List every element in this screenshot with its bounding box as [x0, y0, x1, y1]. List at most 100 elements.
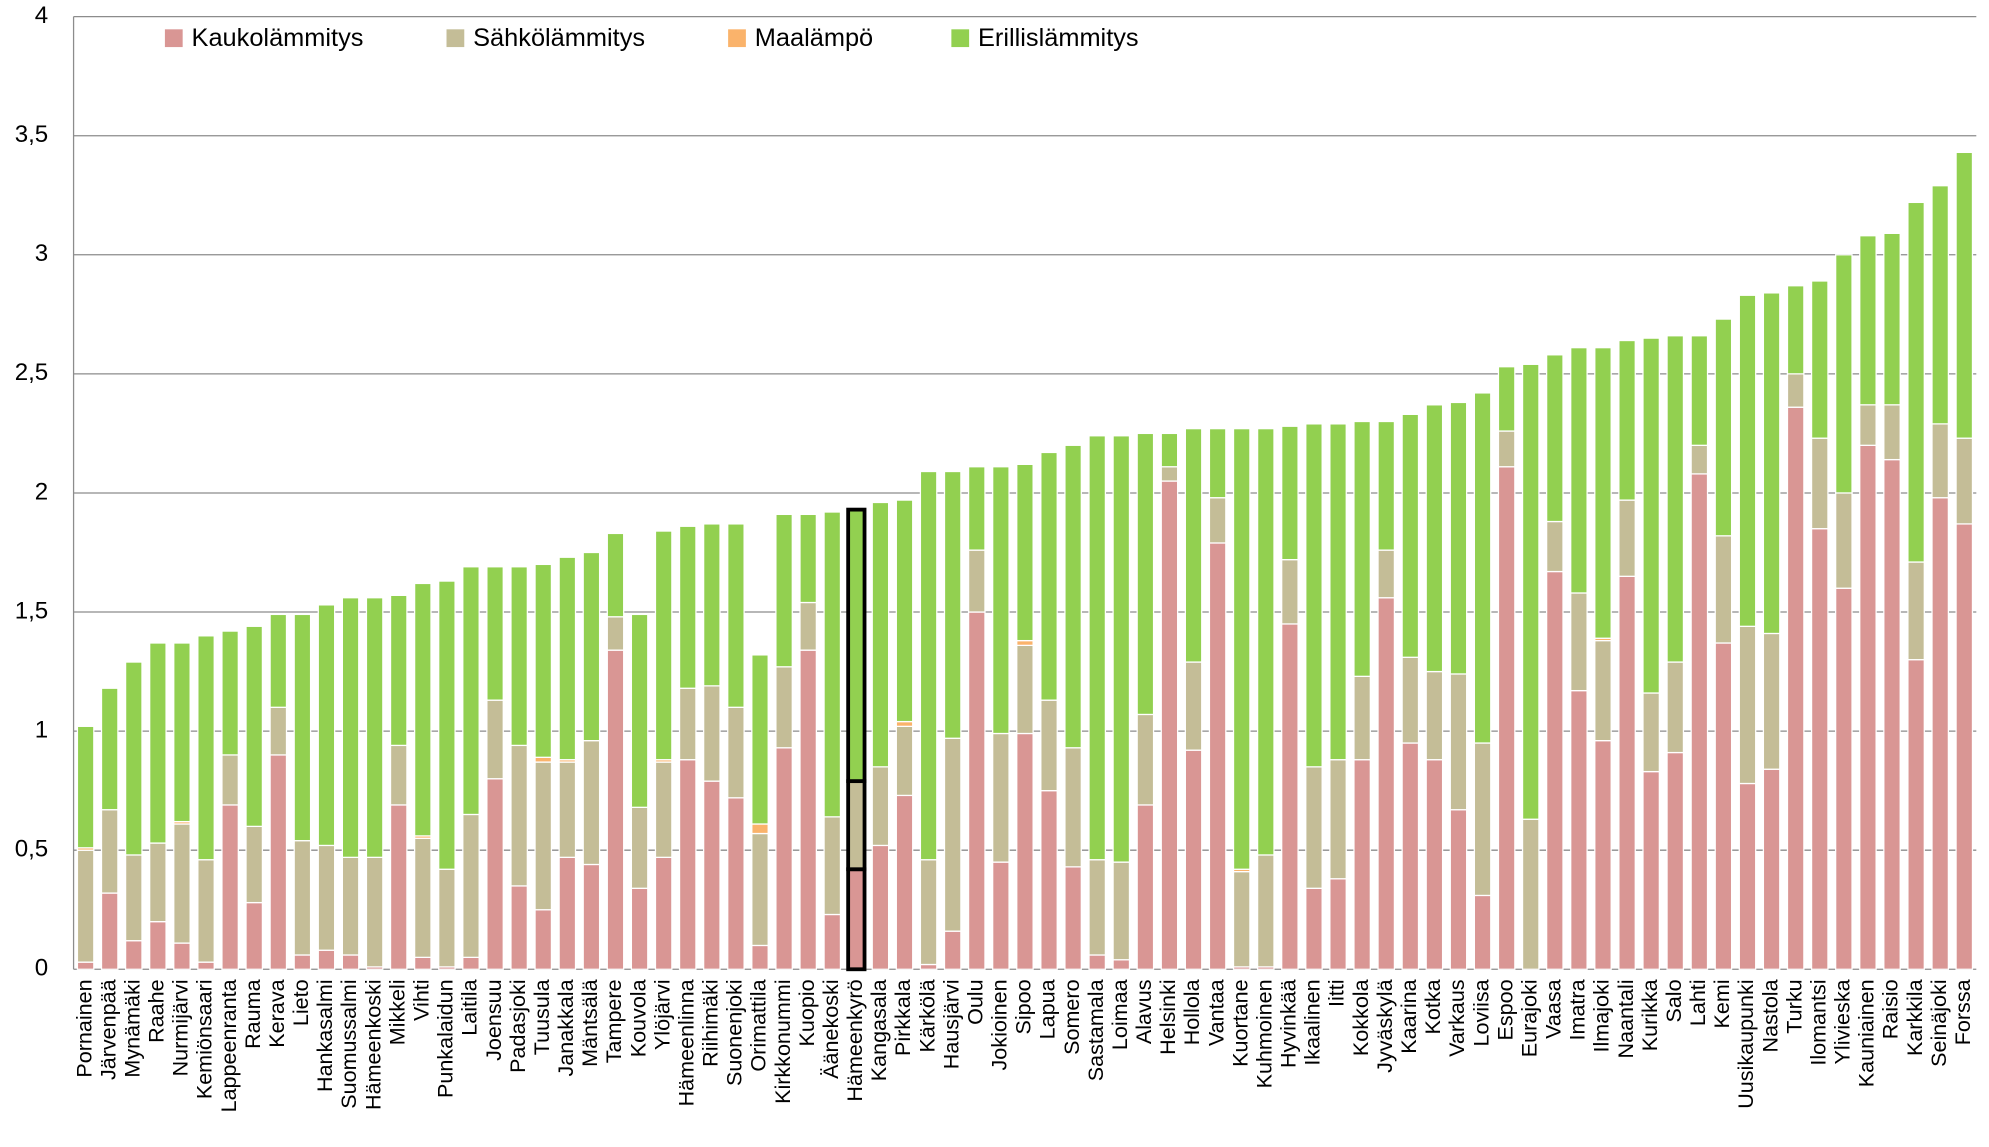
x-tick-label: Kemiönsaari — [192, 979, 217, 1099]
bar-segment — [1666, 751, 1685, 970]
bar-segment — [1666, 661, 1685, 754]
bar-segment — [1666, 335, 1685, 663]
bar-segment — [1184, 661, 1203, 751]
bar-segment — [703, 685, 721, 782]
bar-segment — [365, 856, 384, 968]
x-tick-label: Forssa — [1950, 979, 1975, 1045]
y-tick-label: 3,5 — [15, 121, 49, 148]
bar-segment — [1642, 692, 1660, 773]
bar-segment — [462, 566, 480, 816]
bar-segment — [510, 566, 528, 747]
bar-segment — [413, 956, 432, 970]
x-tick-label: Hankasalmi — [312, 979, 337, 1092]
bar-segment — [943, 470, 962, 739]
bar-segment — [871, 766, 890, 847]
x-tick-label: Lieto — [288, 979, 313, 1026]
x-tick-label: Varkaus — [1444, 979, 1469, 1056]
x-tick-label: Kuopio — [794, 979, 819, 1046]
x-tick-label: Nastola — [1757, 979, 1782, 1052]
bar-segment — [1401, 742, 1420, 970]
bar-segment — [1497, 430, 1516, 468]
bar-segment — [992, 861, 1010, 970]
bar-segment — [582, 740, 601, 866]
bar-segment — [1377, 549, 1396, 599]
bar-segment — [1184, 749, 1203, 970]
bar-segment — [1160, 466, 1179, 482]
bar-segment — [1208, 428, 1227, 499]
x-tick-label: Loimaa — [1107, 979, 1132, 1050]
x-tick-label: Espoo — [1492, 979, 1517, 1040]
x-tick-label: Hämeenkoski — [360, 979, 385, 1110]
bar-segment — [76, 961, 95, 970]
x-tick-label: Lapua — [1035, 979, 1060, 1039]
bar-segment — [1859, 404, 1877, 446]
bar-segment — [943, 930, 962, 970]
bar-segment — [1859, 444, 1877, 970]
bar-segment — [1642, 770, 1660, 970]
x-tick-label: Naantali — [1613, 979, 1638, 1058]
x-tick-label: Hämeenkyrö — [842, 979, 867, 1101]
y-tick-label: 4 — [35, 2, 48, 29]
bar-segment — [678, 759, 697, 970]
bar-segment — [389, 594, 408, 747]
bar-segment — [1088, 859, 1107, 956]
bar-segment — [245, 825, 264, 904]
bar-segment — [1305, 766, 1323, 889]
x-tick-label: Turku — [1781, 979, 1806, 1033]
bar-segment — [534, 761, 553, 911]
x-tick-label: Punkalaidun — [433, 979, 458, 1098]
bar-segment — [1545, 570, 1564, 970]
x-tick-label: Alavus — [1131, 979, 1156, 1044]
bar-segment — [317, 604, 336, 847]
y-tick-label: 3 — [35, 240, 48, 267]
bar-segment — [1883, 232, 1901, 406]
bar-segment — [1786, 285, 1805, 375]
bar-segment — [173, 642, 191, 823]
x-tick-label: Orimattila — [746, 979, 771, 1071]
bar-segment — [582, 551, 601, 742]
bar-segment — [1810, 528, 1829, 970]
bar-segment — [1955, 437, 1974, 525]
bar-segment — [654, 856, 673, 970]
bar-segment — [100, 809, 119, 894]
bar-segment — [1907, 561, 1925, 661]
x-tick-label: Raisio — [1878, 979, 1903, 1039]
bar-segment — [582, 863, 601, 970]
bar-segment — [1449, 673, 1468, 811]
bar-segment — [1232, 428, 1251, 870]
bar-segment — [1281, 559, 1299, 625]
bar-segment — [1064, 747, 1082, 868]
bar-segment — [1714, 642, 1733, 970]
bar-segment — [1040, 451, 1058, 701]
bar-segment — [100, 687, 119, 811]
bar-segment — [1064, 866, 1082, 970]
bar-segment — [1594, 639, 1612, 742]
bar-segment — [293, 954, 312, 970]
bar-segment — [1762, 292, 1781, 635]
x-tick-label: Suonenjoki — [722, 979, 747, 1086]
bar-segment — [1353, 759, 1371, 970]
x-tick-label: Salo — [1661, 979, 1686, 1022]
bar-segment — [775, 747, 793, 970]
legend-swatch — [951, 29, 970, 48]
bar-segment — [221, 630, 239, 756]
bar-segment — [1835, 587, 1853, 970]
bar-segment — [1570, 347, 1588, 594]
bar-segment — [1690, 473, 1709, 970]
bar-segment — [1088, 435, 1107, 861]
x-tick-label: Loviisa — [1468, 979, 1493, 1046]
x-tick-label: Kokkola — [1348, 979, 1373, 1056]
x-tick-label: Kerava — [264, 979, 289, 1047]
bar-segment — [486, 778, 504, 970]
bar-segment — [1570, 689, 1588, 970]
bar-segment — [1281, 623, 1299, 970]
bar-segment — [1305, 423, 1323, 768]
bar-segment — [1883, 458, 1901, 970]
bar-segment — [1835, 492, 1853, 589]
bar-segment — [727, 706, 745, 799]
bar-segment — [1016, 732, 1034, 970]
bar-segment — [871, 501, 890, 768]
bar-segment — [510, 885, 528, 970]
bar-segment — [1281, 425, 1299, 561]
